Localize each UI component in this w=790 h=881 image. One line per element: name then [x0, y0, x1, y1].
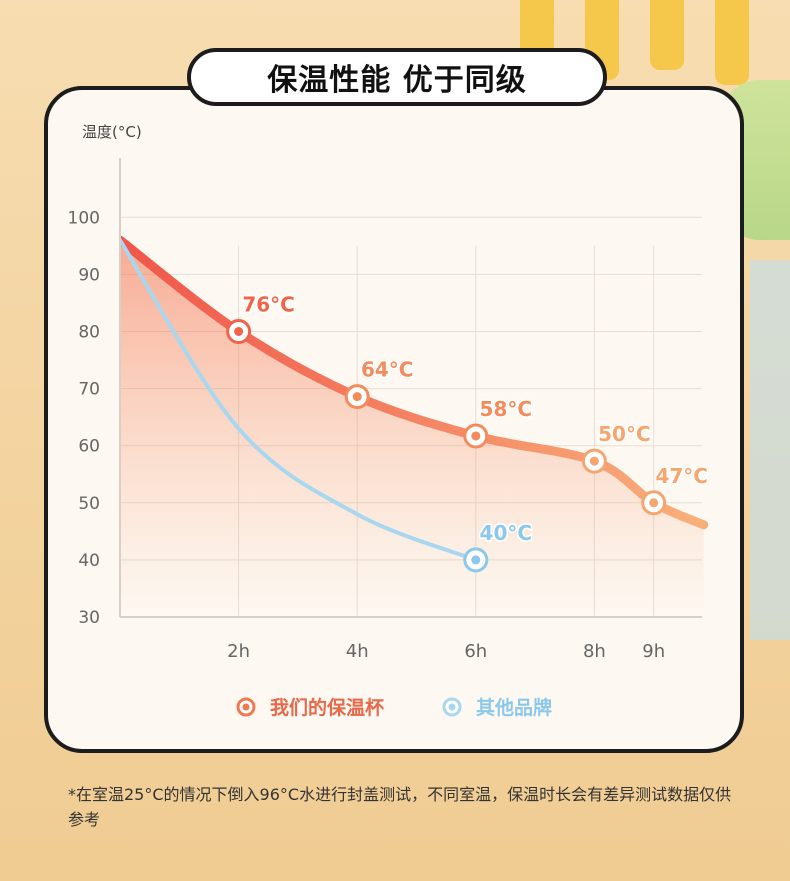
data-label: 50°C — [598, 422, 651, 446]
y-tick-label: 60 — [78, 437, 100, 457]
y-tick-label: 30 — [78, 608, 100, 628]
decor-pencil-3 — [650, 0, 684, 70]
y-tick-label: 90 — [78, 265, 100, 285]
x-tick-label: 8h — [583, 641, 606, 662]
y-tick-label: 50 — [78, 494, 100, 514]
page-title: 保温性能 优于同级 — [187, 48, 607, 106]
legend-marker-dot — [242, 703, 250, 711]
data-point-dot — [471, 431, 481, 441]
data-point-dot — [352, 392, 362, 402]
data-label: 58°C — [480, 397, 533, 421]
decor-blue-shape — [750, 260, 790, 640]
legend-marker-dot — [448, 703, 456, 711]
data-point-dot — [649, 498, 659, 508]
x-tick-label: 2h — [227, 641, 250, 662]
y-tick-label: 70 — [78, 380, 100, 400]
data-point-dot — [589, 456, 599, 466]
series-area-ours — [120, 240, 704, 617]
y-tick-label: 80 — [78, 323, 100, 343]
data-label: 47°C — [655, 464, 708, 488]
y-axis-label: 温度(°C) — [82, 123, 142, 141]
legend-label: 其他品牌 — [476, 696, 552, 719]
x-tick-label: 9h — [642, 641, 665, 662]
y-tick-label: 40 — [78, 551, 100, 571]
decor-pencil-4 — [715, 0, 749, 85]
x-tick-label: 4h — [346, 641, 369, 662]
footnote: *在室温25°C的情况下倒入96°C水进行封盖测试，不同室温，保温时长会有差异测… — [68, 785, 732, 829]
data-label: 40°C — [480, 521, 533, 545]
x-tick-label: 6h — [464, 641, 487, 662]
data-point-dot — [234, 327, 244, 336]
data-point-dot — [471, 555, 481, 565]
data-label: 64°C — [361, 358, 414, 382]
series-line-others — [119, 238, 478, 562]
legend-label: 我们的保温杯 — [270, 696, 384, 719]
y-tick-label: 100 — [68, 208, 100, 228]
data-label: 76°C — [242, 293, 295, 317]
